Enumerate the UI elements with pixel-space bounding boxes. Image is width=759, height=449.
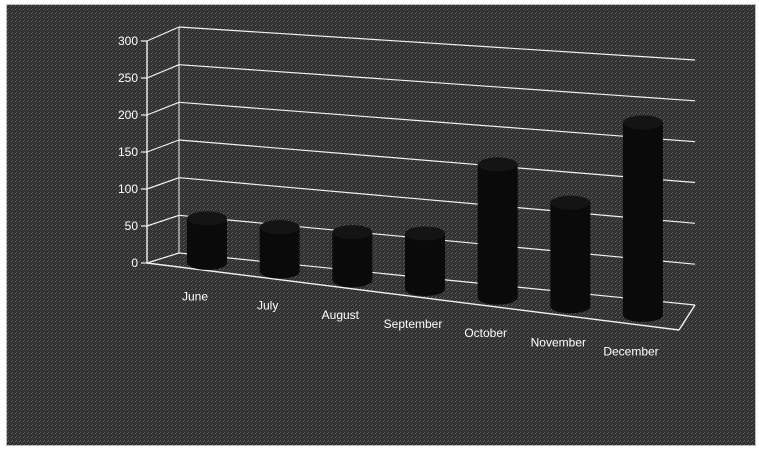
y-tick-label: 50 [125,219,139,233]
bar-body [623,122,663,323]
x-axis [146,262,680,331]
bar-top [187,211,227,226]
gridline [178,177,696,224]
gridline [178,26,696,61]
chart-frame: 0 50 100 150 200 250 300 June July August Septembe… [6,4,756,446]
gridline-side [146,177,180,190]
axes [141,27,696,331]
y-tick-label: 0 [131,256,138,270]
x-tick-label: September [384,317,443,331]
x-tick-label: November [531,335,586,349]
bar [550,195,591,314]
bar-body [405,233,445,296]
gridline-side [146,101,180,116]
x-tick-label: July [257,299,278,313]
bar-top [623,115,663,130]
bars [187,115,663,323]
y-tick-label: 300 [118,34,138,48]
bar-body [259,227,300,279]
gridline-side [146,139,180,153]
bar-chart: 0 50 100 150 200 250 300 June July August Septembe… [7,5,755,445]
labels: 0 50 100 150 200 250 300 June July August Septembe… [118,34,659,358]
bar [623,115,663,323]
gridline-side [146,26,180,42]
bar [187,211,227,270]
bar [332,225,373,288]
gridline [178,64,696,102]
bar [259,220,300,279]
gridline [178,101,696,143]
bar [477,157,518,305]
bar-top [477,157,518,172]
bar-top [332,225,373,240]
gridline-side [146,214,180,227]
bar-top [550,195,591,210]
gridline-side [146,252,180,264]
bar-body [187,218,227,270]
x-tick-label: October [464,326,507,340]
bar-body [332,232,373,288]
gridline-side [146,64,180,79]
y-tick-label: 200 [118,108,138,122]
bar-body [477,164,518,305]
x-tick-label: June [182,290,208,304]
x-tick-label: August [322,308,360,322]
y-tick-label: 150 [118,145,138,159]
bar-top [259,220,300,235]
y-tick-label: 250 [118,71,138,85]
bar-top [405,226,445,241]
y-tick-label: 100 [118,182,138,196]
bar [405,226,445,296]
x-tick-label: December [603,344,658,358]
bar-body [550,202,591,314]
floor-right-edge [678,304,696,331]
gridline [178,139,696,184]
